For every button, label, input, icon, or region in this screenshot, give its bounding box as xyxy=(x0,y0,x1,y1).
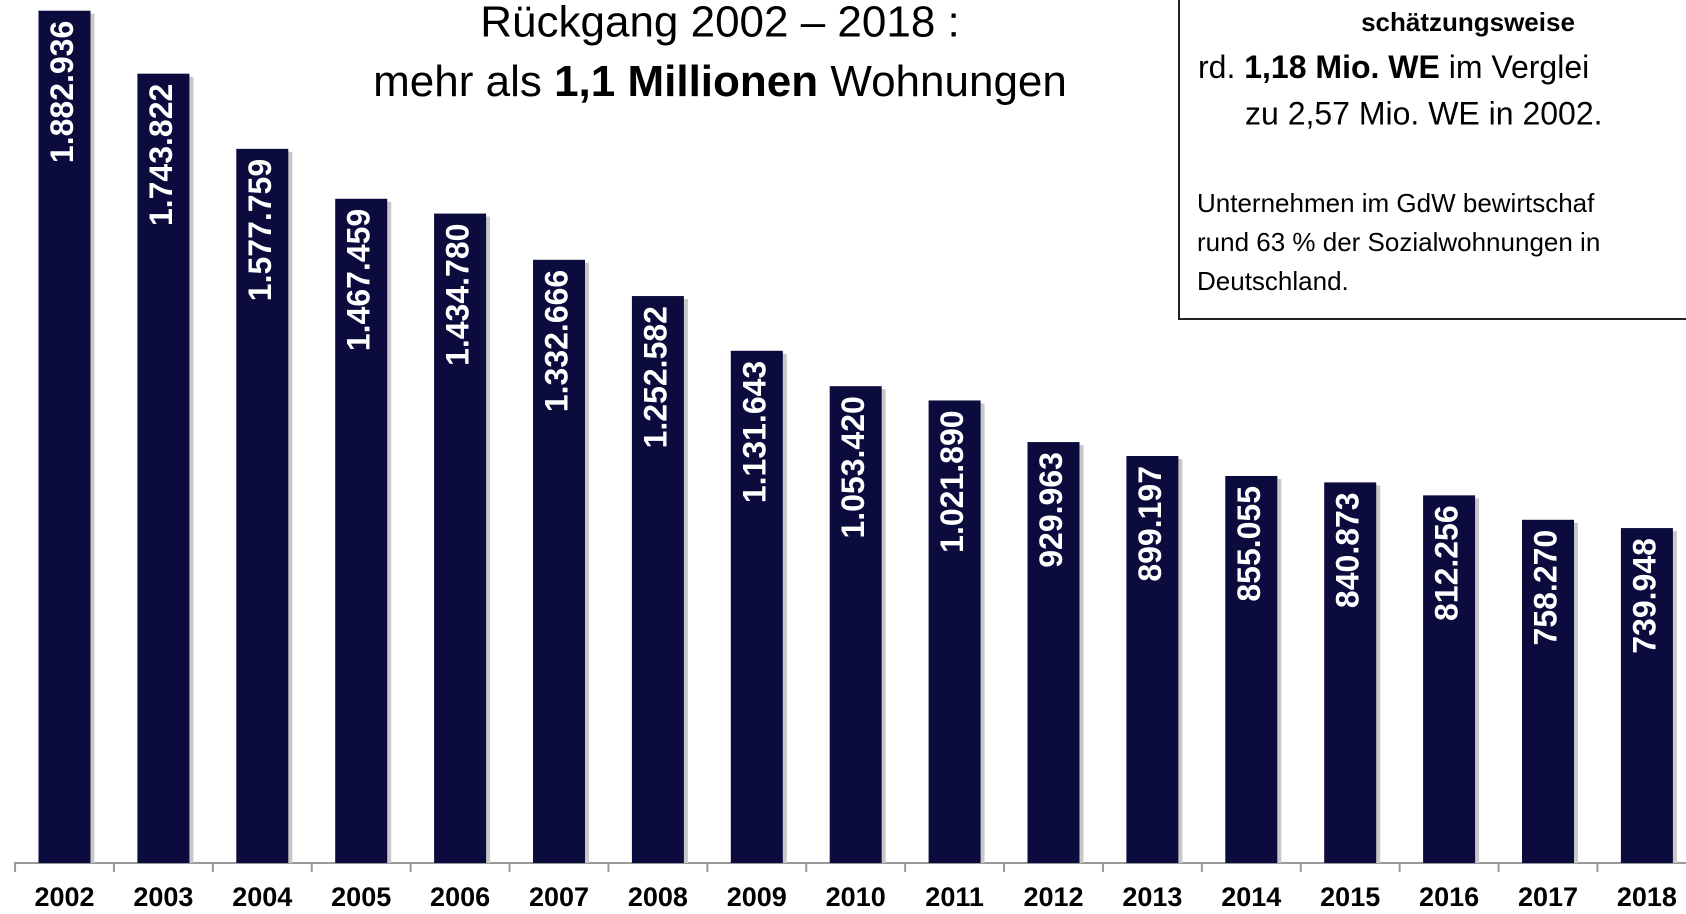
value-label: 855.055 xyxy=(1231,486,1267,602)
bar xyxy=(1620,528,1673,863)
value-label: 812.256 xyxy=(1429,505,1465,621)
value-label: 1.743.822 xyxy=(143,84,179,226)
value-label: 1.467.459 xyxy=(341,209,377,351)
value-label: 929.963 xyxy=(1033,452,1069,568)
x-tick-label: 2008 xyxy=(628,882,688,912)
bar xyxy=(236,148,289,863)
value-label: 1.053.420 xyxy=(835,396,871,538)
value-label: 840.873 xyxy=(1330,492,1366,608)
x-tick-label: 2017 xyxy=(1518,882,1578,912)
bar xyxy=(533,259,585,863)
value-label: 1.252.582 xyxy=(637,306,673,448)
x-tick-label: 2012 xyxy=(1023,882,1083,912)
x-tick-label: 2007 xyxy=(529,882,589,912)
bar xyxy=(928,400,981,863)
x-tick-label: 2009 xyxy=(727,882,787,912)
info-box xyxy=(1178,0,1686,320)
x-tick-label: 2006 xyxy=(430,882,490,912)
bar xyxy=(335,198,388,863)
x-tick-label: 2005 xyxy=(331,882,391,912)
value-label: 1.332.666 xyxy=(538,270,574,412)
x-tick-label: 2018 xyxy=(1617,882,1677,912)
box-note: Unternehmen im GdW bewirtschaf xyxy=(1197,188,1595,218)
text: mehr als xyxy=(373,57,554,106)
x-tick-label: 2002 xyxy=(34,882,94,912)
bar xyxy=(1324,482,1377,863)
x-tick-label: 2010 xyxy=(826,882,886,912)
value-label: 1.577.759 xyxy=(242,159,278,301)
bar xyxy=(1126,455,1179,863)
text: 1,18 Mio. WE xyxy=(1244,49,1440,85)
value-label: 1.434.780 xyxy=(440,224,476,366)
bar xyxy=(1522,519,1574,863)
value-label: 1.882.936 xyxy=(44,21,80,163)
value-label: 1.131.643 xyxy=(736,361,772,503)
bar xyxy=(829,386,882,863)
x-tick-label: 2003 xyxy=(133,882,193,912)
value-label: 1.021.890 xyxy=(934,410,970,552)
bar xyxy=(1423,495,1476,863)
bar xyxy=(1225,475,1278,863)
box-note: rund 63 % der Sozialwohnungen in xyxy=(1197,227,1600,257)
text: Wohnungen xyxy=(818,57,1067,106)
x-tick-label: 2016 xyxy=(1419,882,1479,912)
text: im Verglei xyxy=(1440,49,1589,85)
x-tick-label: 2015 xyxy=(1320,882,1380,912)
x-tick-label: 2014 xyxy=(1221,882,1281,912)
box-line: zu 2,57 Mio. WE in 2002. xyxy=(1245,95,1603,131)
bar xyxy=(631,296,684,863)
box-heading: schätzungsweise xyxy=(1361,7,1575,37)
bar xyxy=(1027,442,1080,863)
text: rd. xyxy=(1198,49,1244,85)
chart-title: Rückgang 2002 – 2018 : xyxy=(480,0,960,47)
text: 1,1 Millionen xyxy=(554,57,818,106)
value-label: 739.948 xyxy=(1626,538,1662,654)
bar xyxy=(434,213,487,864)
box-line: rd. 1,18 Mio. WE im Verglei xyxy=(1198,49,1589,85)
bar xyxy=(730,350,783,863)
box-note: Deutschland. xyxy=(1197,266,1349,296)
bar xyxy=(38,10,91,864)
value-label: 758.270 xyxy=(1527,530,1563,646)
x-tick-label: 2011 xyxy=(925,882,984,912)
chart-title: mehr als 1,1 Millionen Wohnungen xyxy=(373,57,1067,106)
x-tick-label: 2013 xyxy=(1122,882,1182,912)
bar xyxy=(137,73,190,863)
x-tick-label: 2004 xyxy=(232,882,292,912)
value-label: 899.197 xyxy=(1132,466,1168,582)
